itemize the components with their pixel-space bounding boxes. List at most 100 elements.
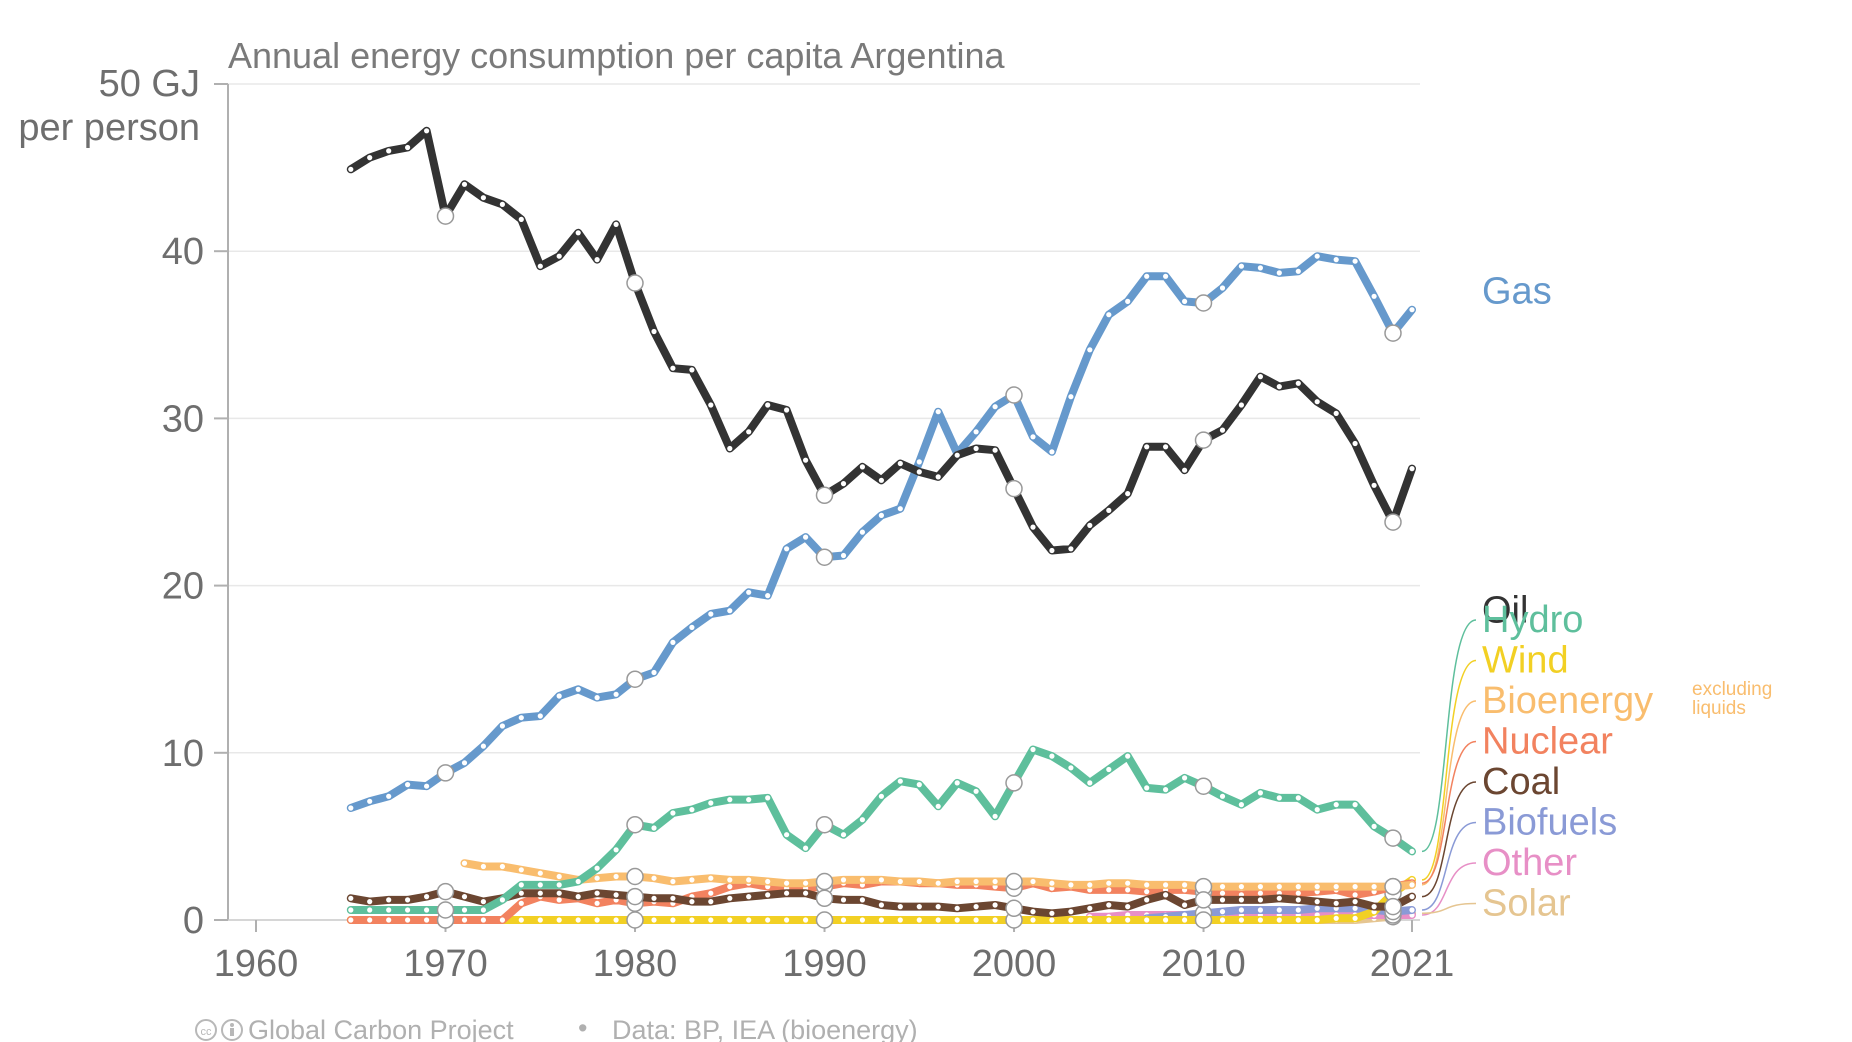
point-oil xyxy=(405,144,411,151)
point-oil xyxy=(1005,479,1023,498)
point-bioenergy xyxy=(708,875,714,881)
point-oil xyxy=(1219,427,1226,433)
point-biofuels xyxy=(1219,909,1226,915)
point-gas xyxy=(1371,293,1377,299)
point-wind xyxy=(537,917,543,923)
point-bioenergy xyxy=(727,877,733,883)
point-wind xyxy=(1125,917,1131,923)
point-bioenergy xyxy=(784,880,790,886)
point-wind xyxy=(992,917,998,923)
point-coal xyxy=(689,899,695,905)
point-oil xyxy=(746,429,752,435)
point-bioenergy xyxy=(1384,877,1402,896)
point-coal xyxy=(537,890,543,896)
point-bioenergy xyxy=(1182,882,1188,888)
point-oil xyxy=(859,464,866,470)
point-bioenergy xyxy=(815,872,834,891)
legend-label-hydro: Hydro xyxy=(1482,599,1583,641)
point-oil xyxy=(727,445,733,452)
point-hydro xyxy=(708,800,714,806)
point-bioenergy xyxy=(518,867,524,873)
point-wind xyxy=(859,917,866,923)
point-hydro xyxy=(461,907,468,913)
point-gas xyxy=(1182,298,1188,304)
point-coal xyxy=(367,899,373,905)
point-hydro xyxy=(613,847,619,853)
point-bioenergy xyxy=(651,875,657,881)
point-hydro xyxy=(954,780,960,786)
point-coal xyxy=(1371,904,1377,910)
point-gas xyxy=(689,624,695,631)
point-coal xyxy=(436,882,455,901)
point-nuclear xyxy=(1257,890,1263,896)
y-tick-label: 30 xyxy=(162,398,204,440)
point-biofuels xyxy=(1295,907,1301,913)
point-coal xyxy=(815,889,834,908)
point-gas xyxy=(1106,312,1112,318)
attribution-icon xyxy=(221,1019,243,1041)
point-oil xyxy=(518,216,524,222)
point-coal xyxy=(992,902,998,908)
point-gas xyxy=(480,743,486,749)
point-coal xyxy=(1182,902,1188,908)
point-hydro xyxy=(689,807,695,813)
point-oil xyxy=(348,166,354,172)
point-coal xyxy=(613,892,619,898)
point-coal xyxy=(1194,891,1213,909)
point-coal xyxy=(1068,909,1074,915)
point-biofuels xyxy=(1352,905,1358,911)
point-bioenergy xyxy=(897,878,903,885)
point-biofuels xyxy=(1276,907,1282,913)
point-gas xyxy=(537,713,543,719)
point-bioenergy xyxy=(1352,884,1358,890)
series-hydro xyxy=(346,745,1416,919)
point-gas xyxy=(670,639,676,646)
point-coal xyxy=(803,890,809,896)
point-coal xyxy=(1238,897,1244,903)
point-oil xyxy=(935,474,941,480)
footer-source: Data: BP, IEA (bioenergy) xyxy=(612,1015,918,1042)
point-hydro xyxy=(1276,795,1282,801)
point-gas xyxy=(784,546,790,552)
point-hydro xyxy=(973,788,979,794)
connector-solar xyxy=(1421,902,1477,915)
legend-label-oil: Oil xyxy=(1482,590,1528,632)
point-bioenergy xyxy=(935,880,941,886)
y-tick-label: 0 xyxy=(183,900,204,942)
point-bioenergy xyxy=(1087,882,1093,888)
point-wind xyxy=(575,917,581,923)
point-coal xyxy=(1219,897,1226,903)
point-bioenergy xyxy=(461,860,468,866)
point-coal xyxy=(840,897,847,903)
point-bioenergy xyxy=(537,870,543,876)
point-coal xyxy=(1276,895,1282,901)
point-hydro xyxy=(405,907,411,913)
point-wind xyxy=(1276,917,1282,923)
point-coal xyxy=(1163,892,1169,898)
point-nuclear xyxy=(1352,892,1358,898)
point-hydro xyxy=(1257,790,1263,796)
x-tick-label: 1990 xyxy=(782,943,867,985)
point-oil xyxy=(367,155,373,161)
x-tick-label: 2010 xyxy=(1161,943,1246,985)
point-wind xyxy=(897,917,903,923)
point-gas xyxy=(1333,257,1339,263)
point-wind xyxy=(1144,917,1150,923)
point-gas xyxy=(1409,307,1415,313)
point-oil xyxy=(1194,431,1213,449)
point-bioenergy xyxy=(878,877,885,883)
point-oil xyxy=(1384,513,1402,531)
point-gas xyxy=(1125,298,1131,304)
point-gas xyxy=(727,608,733,614)
point-bioenergy xyxy=(803,880,809,886)
point-coal xyxy=(878,902,885,908)
point-gas xyxy=(897,506,903,512)
point-gas xyxy=(765,593,771,599)
point-oil xyxy=(689,367,695,373)
connector-hydro xyxy=(1421,619,1477,853)
point-coal xyxy=(405,897,411,903)
point-bioenergy xyxy=(859,877,866,883)
point-nuclear xyxy=(1106,887,1112,893)
point-bioenergy xyxy=(1333,884,1339,890)
point-wind xyxy=(1257,917,1263,923)
